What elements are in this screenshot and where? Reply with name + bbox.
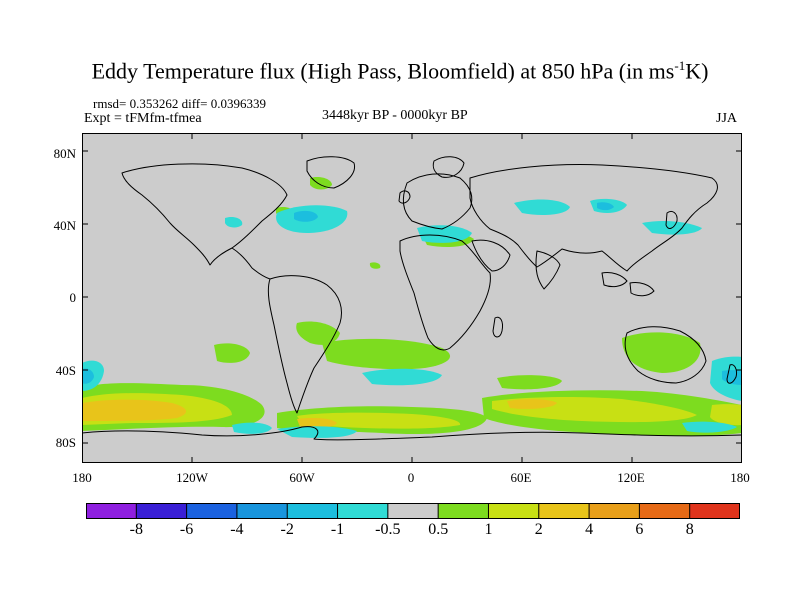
colorbar-frame	[86, 503, 740, 519]
antarctic-cyan-patch-central	[277, 426, 357, 438]
lon-label-60w: 60W	[289, 470, 315, 485]
lat-label-0: 0	[69, 290, 77, 305]
southern-ocean-orange-west	[82, 399, 187, 421]
uk-coastline	[398, 190, 411, 204]
colorbar-cell-0	[86, 503, 138, 519]
south-atlantic-cyan-patch	[362, 368, 442, 386]
colorbar-cell-9	[538, 503, 591, 519]
southern-ocean-yellow-central	[297, 412, 461, 429]
lat-label-40n: 40N	[53, 218, 76, 233]
colorbar-label-4: -1	[330, 521, 345, 538]
coastlines	[82, 156, 742, 441]
colorbar-cell-1	[135, 503, 188, 519]
mediterranean-cyan-patch	[417, 225, 472, 243]
colorbar-cell-3	[236, 503, 289, 519]
colorbar-label-2: -4	[230, 521, 244, 538]
colorbar-label-0: -8	[129, 521, 143, 538]
season-label: JJA	[716, 111, 738, 126]
lon-label-180e: 180	[730, 470, 750, 485]
africa-coastline	[399, 234, 491, 351]
siberia-cyan-patch	[514, 199, 570, 215]
scandinavia-coastline	[432, 156, 465, 178]
new-zealand-coastline	[726, 364, 737, 384]
colorbar	[86, 503, 740, 519]
lat-label-40s: 40S	[55, 363, 76, 378]
southern-ocean-yellow-far-east	[710, 404, 742, 426]
indian-ocean-patch	[497, 375, 562, 390]
siberia-blue-core	[597, 202, 614, 211]
north-atlantic-blue-core	[294, 210, 318, 222]
antarctica-coastline	[82, 426, 742, 441]
north-america-cyan-patch	[225, 216, 243, 228]
south-america-patch	[296, 321, 340, 345]
australia-coastline	[624, 326, 707, 384]
map-ticks	[82, 133, 742, 463]
africa-west-patch	[369, 262, 381, 269]
colorbar-label-7: 1	[484, 521, 493, 538]
stats-label: rmsd= 0.353262 diff= 0.0396339	[93, 96, 266, 111]
colorbar-cell-7	[437, 503, 490, 519]
southern-ocean-orange-east	[507, 399, 557, 409]
colorbar-label-10: 6	[635, 521, 644, 538]
colorbar-cell-11	[638, 503, 691, 519]
experiment-label: Expt = tFMfm-tfmea	[84, 111, 202, 126]
greenland-patch	[310, 176, 332, 190]
india-coastline	[535, 250, 561, 290]
colorbar-cell-2	[186, 503, 238, 519]
colorbar-label-8: 2	[534, 521, 543, 538]
arabia-coastline	[471, 239, 511, 272]
lat-label-80s: 80S	[55, 435, 76, 450]
lon-label-60e: 60E	[510, 470, 532, 485]
antarctic-cyan-patch-west	[232, 422, 272, 434]
europe-coastline	[402, 173, 473, 230]
colorbar-label-3: -2	[280, 521, 294, 538]
lon-label-180w: 180	[72, 470, 92, 485]
colorbar-cell-12	[689, 503, 740, 519]
colorbar-cell-6	[387, 503, 440, 519]
south-atlantic-patch	[322, 338, 451, 370]
central-america-coastline	[231, 247, 271, 280]
australia-patch	[622, 332, 701, 373]
lat-label-80n: 80N	[53, 146, 76, 161]
colorbar-cell-4	[286, 503, 339, 519]
south-america-coastline	[267, 275, 342, 414]
colorbar-cells	[86, 503, 740, 519]
southwest-blue-core	[82, 368, 94, 384]
lon-label-0: 0	[407, 470, 415, 485]
greenland-coastline	[306, 156, 356, 189]
asia-coastline	[469, 164, 718, 272]
chart-title: Eddy Temperature flux (High Pass, Bloomf…	[91, 58, 709, 84]
colorbar-cell-10	[588, 503, 641, 519]
antarctic-cyan-patch-east	[682, 421, 737, 433]
period-label: 3448kyr BP - 0000kyr BP	[322, 108, 468, 123]
southeast-asia-islands	[601, 272, 655, 297]
colorbar-label-1: -6	[179, 521, 194, 538]
southern-ocean-orange-central	[297, 418, 337, 429]
colorbar-label-6: 0.5	[428, 521, 449, 538]
colorbar-cell-8	[487, 503, 540, 519]
colorbar-label-11: 8	[685, 521, 694, 538]
madagascar-coastline	[492, 316, 503, 338]
colorbar-label-9: 4	[585, 521, 594, 538]
pacific-south-patch	[214, 343, 250, 363]
colorbar-label-5: -0.5	[375, 521, 401, 538]
lon-label-120w: 120W	[176, 470, 208, 485]
north-america-coastline	[121, 163, 288, 266]
colorbar-cell-5	[337, 503, 389, 519]
japan-coastline	[665, 210, 678, 229]
world-map	[82, 133, 742, 463]
lon-label-120e: 120E	[617, 470, 645, 485]
